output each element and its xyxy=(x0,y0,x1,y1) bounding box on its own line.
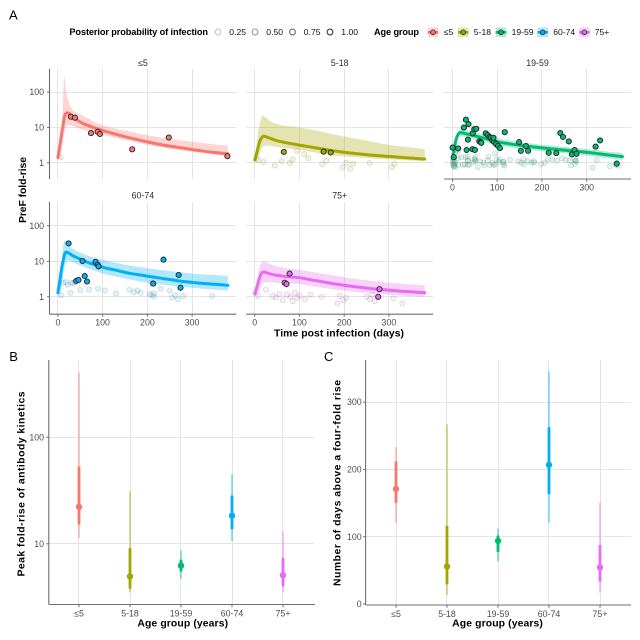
svg-text:100: 100 xyxy=(29,87,44,97)
svg-text:200: 200 xyxy=(140,318,155,328)
svg-text:60-74: 60-74 xyxy=(132,191,155,201)
svg-text:5-18: 5-18 xyxy=(438,609,456,619)
svg-text:300: 300 xyxy=(579,182,594,192)
svg-text:300: 300 xyxy=(347,397,362,407)
svg-text:75+: 75+ xyxy=(595,27,610,37)
svg-text:10: 10 xyxy=(34,539,44,549)
svg-text:5-18: 5-18 xyxy=(331,58,349,68)
svg-text:75+: 75+ xyxy=(593,609,608,619)
svg-text:100: 100 xyxy=(95,318,110,328)
svg-text:B: B xyxy=(9,349,18,364)
svg-text:19-59: 19-59 xyxy=(487,609,510,619)
svg-text:75+: 75+ xyxy=(332,191,347,201)
svg-text:Age group (years): Age group (years) xyxy=(452,619,543,630)
svg-text:0: 0 xyxy=(357,599,362,609)
svg-text:0: 0 xyxy=(252,318,257,328)
svg-text:Age group (years): Age group (years) xyxy=(137,619,228,630)
svg-text:1: 1 xyxy=(39,292,44,302)
svg-text:19-59: 19-59 xyxy=(170,609,193,619)
svg-text:1: 1 xyxy=(39,158,44,168)
svg-text:10: 10 xyxy=(34,123,44,133)
svg-text:60-74: 60-74 xyxy=(538,609,561,619)
svg-text:300: 300 xyxy=(382,318,397,328)
svg-text:Time post infection (days): Time post infection (days) xyxy=(274,329,404,340)
svg-text:PreF fold-rise: PreF fold-rise xyxy=(18,157,29,223)
svg-text:0.25: 0.25 xyxy=(229,27,246,37)
svg-text:200: 200 xyxy=(337,318,352,328)
svg-text:200: 200 xyxy=(347,465,362,475)
svg-text:100: 100 xyxy=(29,221,44,231)
svg-text:1.00: 1.00 xyxy=(341,27,358,37)
svg-text:≤5: ≤5 xyxy=(138,58,148,68)
svg-text:0: 0 xyxy=(55,318,60,328)
svg-text:19-59: 19-59 xyxy=(512,27,534,37)
svg-text:0: 0 xyxy=(450,182,455,192)
svg-text:300: 300 xyxy=(185,318,200,328)
svg-text:100: 100 xyxy=(490,182,505,192)
svg-text:≤5: ≤5 xyxy=(444,27,454,37)
svg-text:C: C xyxy=(324,349,333,364)
svg-text:200: 200 xyxy=(535,182,550,192)
svg-text:5-18: 5-18 xyxy=(121,609,139,619)
svg-text:75+: 75+ xyxy=(276,609,291,619)
svg-text:0.50: 0.50 xyxy=(266,27,283,37)
svg-text:Age group: Age group xyxy=(374,27,419,37)
svg-text:Peak fold-rise of antibody kin: Peak fold-rise of antibody kinetics xyxy=(16,391,27,576)
svg-text:≤5: ≤5 xyxy=(391,609,401,619)
svg-text:Posterior probability of infec: Posterior probability of infection xyxy=(69,27,208,37)
svg-text:100: 100 xyxy=(29,432,44,442)
svg-text:19-59: 19-59 xyxy=(526,58,549,68)
svg-text:≤5: ≤5 xyxy=(74,609,84,619)
svg-text:0.75: 0.75 xyxy=(304,27,321,37)
svg-text:10: 10 xyxy=(34,256,44,266)
svg-text:A: A xyxy=(9,8,18,23)
svg-text:60-74: 60-74 xyxy=(221,609,244,619)
svg-text:100: 100 xyxy=(292,318,307,328)
svg-text:5-18: 5-18 xyxy=(474,27,491,37)
svg-text:100: 100 xyxy=(347,532,362,542)
svg-text:Number of days above a four-fo: Number of days above a four-fold rise xyxy=(332,380,343,586)
svg-text:60-74: 60-74 xyxy=(553,27,575,37)
